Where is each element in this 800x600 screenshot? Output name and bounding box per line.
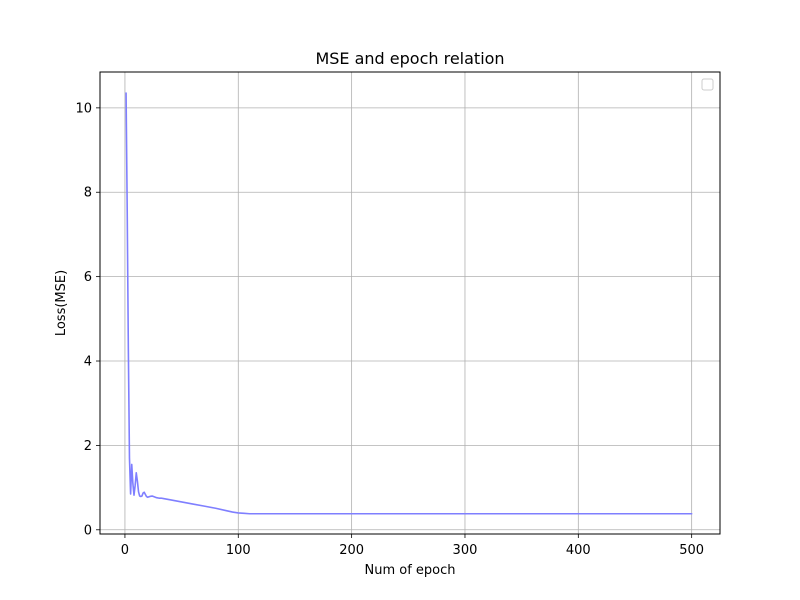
y-tick-label: 10 xyxy=(75,101,92,116)
plot-frame xyxy=(99,71,721,535)
y-tick-label: 6 xyxy=(84,270,92,285)
x-tick-label: 400 xyxy=(566,543,591,558)
x-tick-label: 500 xyxy=(679,543,704,558)
y-tick-label: 0 xyxy=(84,523,92,538)
x-tick-label: 200 xyxy=(339,543,364,558)
chart-title: MSE and epoch relation xyxy=(315,49,504,68)
tick-layer: 0 100 200 300 400 500 0 2 4 6 8 10 xyxy=(75,101,704,558)
y-tick-label: 2 xyxy=(84,439,92,454)
x-tick-label: 100 xyxy=(226,543,251,558)
x-tick-label: 300 xyxy=(453,543,478,558)
series-line xyxy=(125,92,693,515)
x-tick-label: 0 xyxy=(121,543,129,558)
legend-box xyxy=(701,78,714,91)
y-tick-label: 8 xyxy=(84,186,92,201)
x-axis-label: Num of epoch xyxy=(364,563,455,578)
y-axis-label: Loss(MSE) xyxy=(54,270,69,336)
y-tick-label: 4 xyxy=(84,355,92,370)
series-layer xyxy=(125,92,693,515)
grid-layer xyxy=(100,72,720,534)
